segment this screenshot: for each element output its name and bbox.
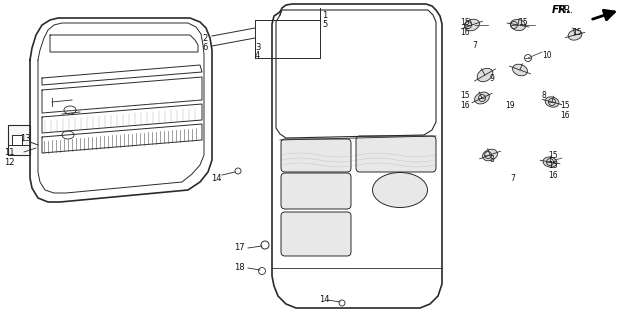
Text: 19: 19 <box>505 100 514 109</box>
Text: 5: 5 <box>322 20 327 28</box>
Text: 15: 15 <box>572 28 582 36</box>
Text: 14: 14 <box>212 173 222 182</box>
Ellipse shape <box>512 64 528 76</box>
Text: 15: 15 <box>518 18 528 27</box>
Ellipse shape <box>568 30 582 40</box>
Text: 12: 12 <box>4 157 14 166</box>
Text: 4: 4 <box>255 52 260 60</box>
Ellipse shape <box>477 68 493 82</box>
Text: 17: 17 <box>234 244 245 252</box>
Text: 15: 15 <box>548 161 558 170</box>
Text: 10: 10 <box>542 51 551 60</box>
Text: 16: 16 <box>460 28 470 36</box>
Text: 8: 8 <box>490 156 495 164</box>
Text: 2: 2 <box>203 34 208 43</box>
Text: 14: 14 <box>320 295 330 305</box>
Text: 13: 13 <box>20 133 31 142</box>
Text: 6: 6 <box>203 44 208 52</box>
FancyBboxPatch shape <box>281 139 351 172</box>
Text: 15: 15 <box>460 18 470 27</box>
FancyBboxPatch shape <box>281 173 351 209</box>
Ellipse shape <box>545 97 559 107</box>
Text: 16: 16 <box>548 171 558 180</box>
Ellipse shape <box>543 157 557 167</box>
Text: 15: 15 <box>560 100 570 109</box>
Text: 7: 7 <box>510 173 515 182</box>
Ellipse shape <box>475 92 489 104</box>
Ellipse shape <box>64 106 76 114</box>
Text: 15: 15 <box>548 150 558 159</box>
Ellipse shape <box>465 19 479 31</box>
Text: FR.: FR. <box>552 5 571 15</box>
Text: 11: 11 <box>4 148 14 156</box>
Ellipse shape <box>511 20 526 31</box>
Text: 8: 8 <box>542 91 547 100</box>
Text: 18: 18 <box>234 263 245 273</box>
Bar <box>12 135 22 145</box>
Text: 16: 16 <box>460 100 470 109</box>
FancyBboxPatch shape <box>8 125 30 155</box>
Ellipse shape <box>372 172 428 207</box>
Text: 9: 9 <box>490 74 495 83</box>
Ellipse shape <box>62 131 74 139</box>
FancyBboxPatch shape <box>356 136 436 172</box>
Text: 3: 3 <box>255 44 261 52</box>
Text: 15: 15 <box>460 91 470 100</box>
Text: 7: 7 <box>472 41 477 50</box>
Text: 16: 16 <box>560 110 570 119</box>
Ellipse shape <box>482 149 497 161</box>
FancyBboxPatch shape <box>281 212 351 256</box>
Text: 1: 1 <box>322 11 327 20</box>
Text: FR.: FR. <box>558 5 573 15</box>
